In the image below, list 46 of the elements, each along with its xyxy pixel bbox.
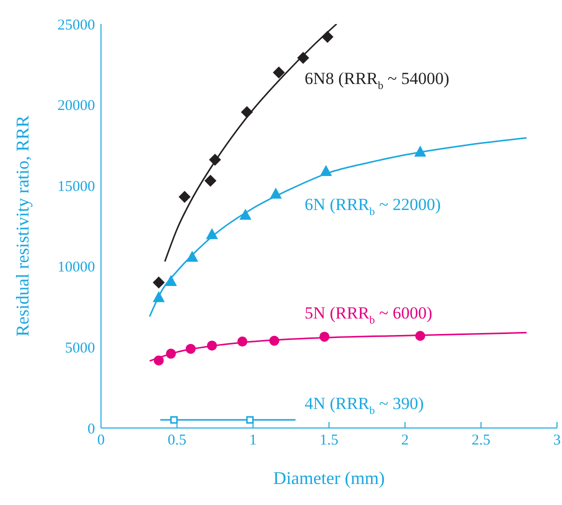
point [272,66,285,78]
point [414,146,426,157]
series-label: 5N (RRR$_{b}$ ~ 6000) [304,304,432,326]
series-label: 4N (RRR$_{b}$ ~ 390) [304,394,424,416]
point [152,291,165,302]
point [154,355,164,366]
point [166,348,176,359]
point [206,228,218,240]
y-axis-title: Residual resistivity ratio, RRR [12,116,32,336]
point [186,250,198,262]
y-tick-label: 25000 [58,17,95,34]
point [209,154,221,166]
y-tick-label: 0 [88,421,95,438]
y-tick-label: 15000 [58,178,95,195]
point [164,274,177,286]
point [297,52,310,64]
x-tick-label: 3 [553,432,561,449]
point [269,336,280,346]
point [320,165,332,176]
x-tick-label: 2.5 [472,432,490,449]
x-tick-label: 0 [97,432,105,449]
point [415,330,426,341]
point [240,106,253,118]
point [178,190,191,203]
point [239,208,252,220]
point [321,30,334,43]
x-tick-label: 1 [249,432,257,449]
y-tick-label: 10000 [58,260,95,276]
x-axis-title: Diameter (mm) [273,468,385,488]
series-label: 6N8 (RRR$_{b}$ ~ 54000) [304,68,450,92]
point [246,416,254,424]
series-label: 6N (RRR$_{b}$ ~ 22000) [304,194,441,218]
point [237,336,248,347]
y-tick-label: 5000 [65,340,95,357]
point [170,416,178,424]
line-series [148,332,528,362]
point [270,188,282,199]
point [186,344,196,354]
point [206,340,217,351]
point [204,174,216,187]
y-tick-label: 20000 [58,98,95,114]
point [152,276,165,289]
point [319,332,330,342]
x-tick-label: 0.5 [168,432,186,449]
x-tick-label: 2 [401,432,409,449]
x-tick-label: 1.5 [320,432,338,449]
